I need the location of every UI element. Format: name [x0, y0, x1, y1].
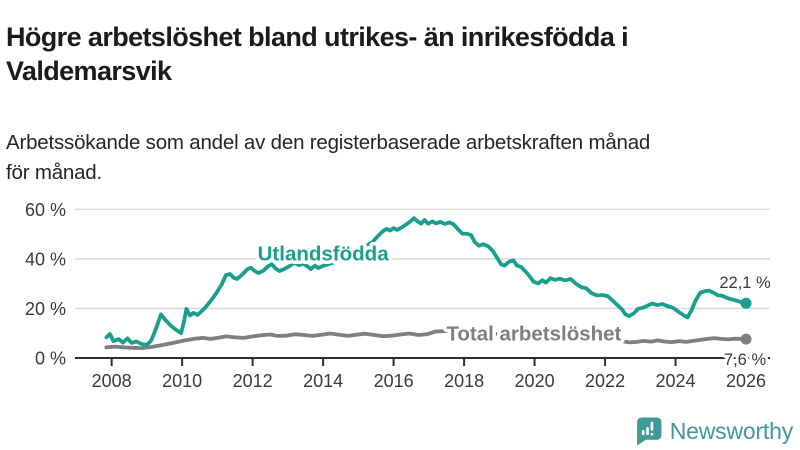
series-end-value: 7,6 % — [724, 351, 767, 369]
series-end-value: 22,1 % — [719, 274, 771, 292]
x-axis-tick-label: 2014 — [303, 371, 343, 391]
x-axis-tick-label: 2012 — [233, 371, 273, 391]
y-axis-tick-label: 60 % — [25, 200, 66, 220]
series-label: Utlandsfödda — [258, 243, 390, 266]
y-axis-tick-label: 0 % — [35, 349, 66, 369]
series-line-total-arbetsl-shet — [104, 328, 748, 351]
series-end-dot — [740, 297, 752, 309]
series-line-utlandsf-dda — [104, 216, 748, 347]
chart-subtitle: Arbetssökande som andel av den registerb… — [6, 130, 651, 185]
x-axis-tick-label: 2020 — [515, 371, 555, 391]
y-axis-tick-label: 20 % — [25, 299, 66, 319]
unemployment-chart: 0 % 20 % 40 % 60 % 2008 2010 2012 2014 2016 2018 2… — [0, 186, 800, 408]
brand-footer[interactable]: Newsworthy — [636, 415, 793, 447]
x-axis-tick-label: 2008 — [92, 371, 132, 391]
page-title: Högre arbetslöshet bland utrikes- än inr… — [6, 22, 629, 87]
series-label: Total arbetslöshet — [446, 323, 621, 346]
x-axis-tick-label: 2024 — [656, 371, 696, 391]
x-axis-tick-label: 2022 — [585, 371, 625, 391]
x-axis-tick-label: 2016 — [374, 371, 414, 391]
x-axis-tick-label: 2018 — [444, 371, 484, 391]
x-axis-tick-label: 2010 — [162, 371, 202, 391]
brand-wordmark: Newsworthy — [669, 417, 793, 444]
series-end-dot — [740, 333, 752, 345]
y-axis-tick-label: 40 % — [25, 249, 66, 269]
chart-svg: 0 % 20 % 40 % 60 % 2008 2010 2012 2014 2016 2018 2… — [25, 200, 774, 391]
bar-chart-speech-bubble-icon — [636, 417, 662, 445]
x-axis-tick-label: 2026 — [726, 371, 766, 391]
